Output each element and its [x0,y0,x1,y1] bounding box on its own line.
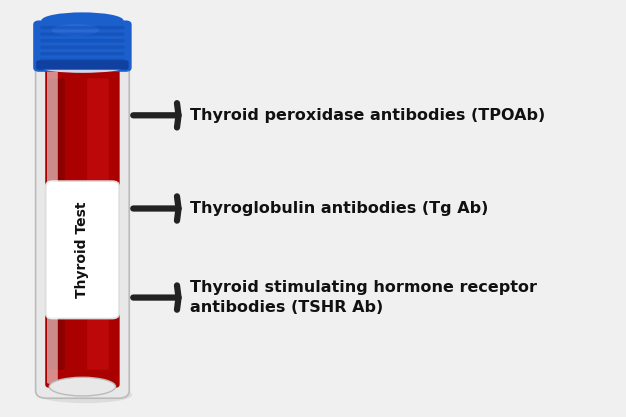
FancyBboxPatch shape [41,33,125,36]
Text: Thyroglobulin antibodies (Tg Ab): Thyroglobulin antibodies (Tg Ab) [190,201,489,216]
FancyBboxPatch shape [48,78,64,370]
FancyBboxPatch shape [41,58,125,62]
Text: Thyroid stimulating hormone receptor
antibodies (TSHR Ab): Thyroid stimulating hormone receptor ant… [190,280,538,315]
FancyBboxPatch shape [87,78,109,370]
FancyBboxPatch shape [46,181,119,319]
Ellipse shape [49,377,116,396]
FancyBboxPatch shape [36,48,129,398]
FancyBboxPatch shape [41,39,125,43]
Ellipse shape [41,13,123,28]
FancyBboxPatch shape [47,62,58,384]
FancyBboxPatch shape [41,45,125,49]
FancyBboxPatch shape [45,60,120,388]
Text: Thyroid Test: Thyroid Test [75,201,90,298]
Ellipse shape [39,387,132,403]
Text: Thyroid peroxidase antibodies (TPOAb): Thyroid peroxidase antibodies (TPOAb) [190,108,546,123]
Ellipse shape [52,24,100,36]
FancyBboxPatch shape [36,60,129,70]
FancyBboxPatch shape [41,52,125,55]
FancyBboxPatch shape [41,26,125,29]
FancyBboxPatch shape [33,20,131,72]
Ellipse shape [41,63,123,73]
